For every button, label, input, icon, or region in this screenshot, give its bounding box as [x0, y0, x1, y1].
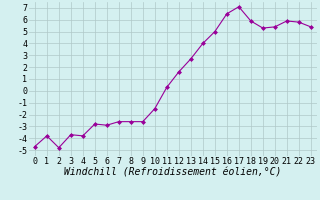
X-axis label: Windchill (Refroidissement éolien,°C): Windchill (Refroidissement éolien,°C): [64, 168, 282, 178]
